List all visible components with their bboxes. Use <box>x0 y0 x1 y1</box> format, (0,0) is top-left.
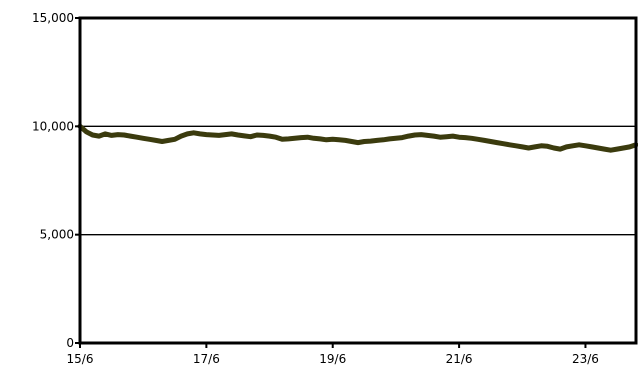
y-tick-label: 15,000 <box>32 11 74 25</box>
y-tick-label: 0 <box>66 336 74 350</box>
y-tick-label: 5,000 <box>40 228 74 242</box>
x-tick-label: 15/6 <box>67 352 94 366</box>
x-tick-label: 21/6 <box>446 352 473 366</box>
x-tick-label: 19/6 <box>319 352 346 366</box>
tick-labels: 0 5,000 10,000 15,000 15/6 17/6 19/6 21/6 23/6 <box>32 11 599 366</box>
y-tick-label: 10,000 <box>32 119 74 133</box>
x-tick-label: 17/6 <box>193 352 220 366</box>
axis-ticks <box>75 17 587 348</box>
series-line-0 <box>77 123 638 153</box>
series-group <box>77 123 638 153</box>
x-tick-label: 23/6 <box>572 352 599 366</box>
plot-frame <box>78 16 638 345</box>
gridlines <box>80 125 636 236</box>
